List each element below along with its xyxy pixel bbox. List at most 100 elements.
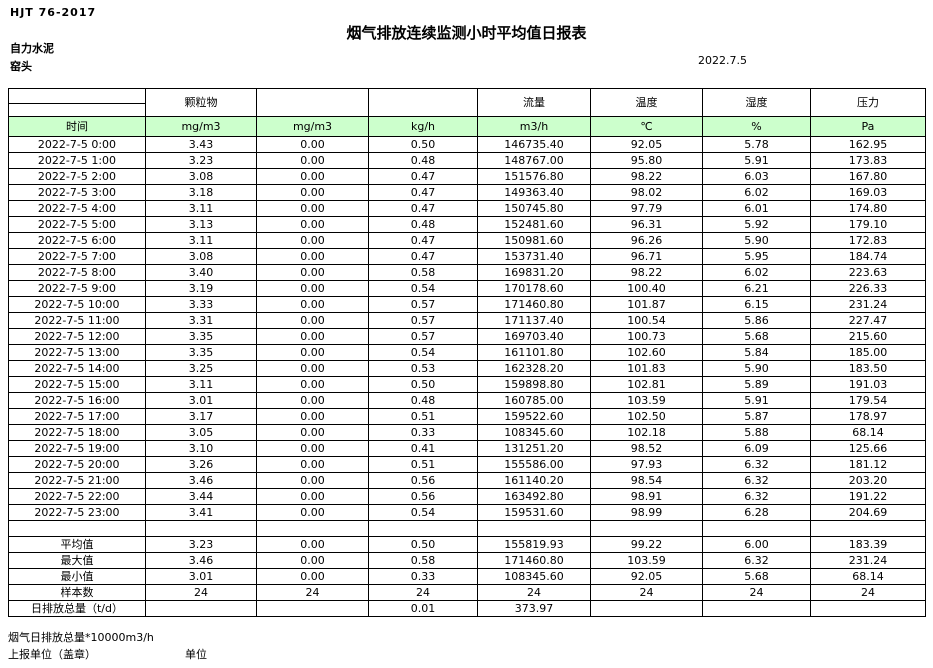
hourly-row-cell-pm: 3.25	[145, 360, 257, 377]
hourly-row-cell-time: 2022-7-5 9:00	[8, 280, 146, 297]
hourly-row-cell-kgh: 0.48	[368, 152, 478, 169]
hourly-row: 2022-7-5 6:00 3.11 0.00 0.47 150981.60 96.26 5…	[8, 232, 926, 249]
hourly-row: 2022-7-5 18:00 3.05 0.00 0.33 108345.60 102.1…	[8, 424, 926, 441]
footer-unit-label: 单位	[185, 648, 207, 661]
report-date: 2022.7.5	[698, 54, 747, 67]
summary-row-cell-pm2: 24	[256, 584, 369, 601]
summary-row-cell-time: 日排放总量（t/d）	[8, 600, 146, 617]
hourly-row-cell-flow: 171460.80	[477, 296, 591, 313]
spacer-cell	[256, 520, 369, 537]
hourly-row-cell-pm2: 0.00	[256, 344, 369, 361]
summary-row-cell-flow: 108345.60	[477, 568, 591, 585]
header-blank-col4	[368, 88, 478, 117]
summary-row-cell-temp: 99.22	[590, 536, 703, 553]
hourly-row-cell-pm: 3.08	[145, 248, 257, 265]
hourly-row-cell-temp: 92.05	[590, 136, 703, 153]
hourly-row: 2022-7-5 9:00 3.19 0.00 0.54 170178.60 100.40…	[8, 280, 926, 297]
hourly-row-cell-pm: 3.13	[145, 216, 257, 233]
hourly-row-cell-pm2: 0.00	[256, 216, 369, 233]
hourly-row-cell-pm2: 0.00	[256, 360, 369, 377]
summary-row-cell-flow: 171460.80	[477, 552, 591, 569]
summary-row-cell-humidity: 6.00	[702, 536, 811, 553]
hourly-row-cell-pm: 3.35	[145, 344, 257, 361]
summary-row-cell-kgh: 0.50	[368, 536, 478, 553]
hourly-row-cell-pm2: 0.00	[256, 472, 369, 489]
hourly-row-cell-time: 2022-7-5 10:00	[8, 296, 146, 313]
summary-row: 日排放总量（t/d） 0.01 373.97	[8, 600, 926, 617]
hourly-row-cell-temp: 98.54	[590, 472, 703, 489]
hourly-row-cell-pm: 3.23	[145, 152, 257, 169]
summary-row-cell-pressure: 68.14	[810, 568, 926, 585]
hourly-row-cell-humidity: 5.87	[702, 408, 811, 425]
spacer-cell	[702, 520, 811, 537]
hourly-row-cell-temp: 98.02	[590, 184, 703, 201]
hourly-row-cell-kgh: 0.48	[368, 216, 478, 233]
hourly-row-cell-flow: 171137.40	[477, 312, 591, 329]
hourly-row-cell-time: 2022-7-5 23:00	[8, 504, 146, 521]
hourly-row: 2022-7-5 17:00 3.17 0.00 0.51 159522.60 102.5…	[8, 408, 926, 425]
hourly-row-cell-time: 2022-7-5 3:00	[8, 184, 146, 201]
hourly-row-cell-temp: 102.81	[590, 376, 703, 393]
hourly-row-cell-kgh: 0.48	[368, 392, 478, 409]
summary-row-cell-kgh: 0.33	[368, 568, 478, 585]
hourly-row-cell-flow: 161101.80	[477, 344, 591, 361]
summary-row-cell-flow: 24	[477, 584, 591, 601]
summary-row-cell-pm2: 0.00	[256, 552, 369, 569]
hourly-row-cell-kgh: 0.50	[368, 136, 478, 153]
hourly-row-cell-pressure: 226.33	[810, 280, 926, 297]
hourly-row-cell-pm: 3.26	[145, 456, 257, 473]
spacer-cell	[8, 520, 146, 537]
hourly-row-cell-time: 2022-7-5 5:00	[8, 216, 146, 233]
hourly-row-cell-kgh: 0.47	[368, 200, 478, 217]
hourly-row-cell-flow: 160785.00	[477, 392, 591, 409]
hourly-row: 2022-7-5 10:00 3.33 0.00 0.57 171460.80 101.8…	[8, 296, 926, 313]
hourly-row-cell-pm2: 0.00	[256, 424, 369, 441]
hourly-row-cell-pressure: 172.83	[810, 232, 926, 249]
hourly-row-cell-pm2: 0.00	[256, 488, 369, 505]
hourly-row-cell-pm2: 0.00	[256, 408, 369, 425]
hourly-row-cell-pm2: 0.00	[256, 440, 369, 457]
station-name: 窑头	[10, 60, 32, 73]
hourly-row-cell-kgh: 0.47	[368, 184, 478, 201]
hourly-row-cell-kgh: 0.56	[368, 488, 478, 505]
hourly-row-cell-pm: 3.11	[145, 232, 257, 249]
report-table: 颗粒物 流量 温度 湿度 压力 时间 mg/m3 mg/m3 kg/h m3/h…	[8, 88, 926, 617]
hourly-row-cell-flow: 148767.00	[477, 152, 591, 169]
hourly-row-cell-pressure: 68.14	[810, 424, 926, 441]
hourly-row-cell-humidity: 6.32	[702, 456, 811, 473]
summary-row-cell-pressure: 183.39	[810, 536, 926, 553]
hourly-row-cell-time: 2022-7-5 17:00	[8, 408, 146, 425]
hourly-row-cell-pm: 3.17	[145, 408, 257, 425]
summary-row: 最小值 3.01 0.00 0.33 108345.60 92.05 5.68 68.14	[8, 568, 926, 585]
hourly-row-cell-humidity: 6.28	[702, 504, 811, 521]
hourly-row-cell-pm: 3.44	[145, 488, 257, 505]
hourly-row-cell-kgh: 0.54	[368, 504, 478, 521]
hourly-row-cell-time: 2022-7-5 6:00	[8, 232, 146, 249]
spacer-row	[8, 520, 926, 537]
summary-row-cell-pm: 3.23	[145, 536, 257, 553]
hourly-row: 2022-7-5 0:00 3.43 0.00 0.50 146735.40 92.05 5…	[8, 136, 926, 153]
hourly-row-cell-flow: 152481.60	[477, 216, 591, 233]
summary-row-cell-pm2: 0.00	[256, 568, 369, 585]
hourly-row-cell-pressure: 125.66	[810, 440, 926, 457]
hourly-row: 2022-7-5 11:00 3.31 0.00 0.57 171137.40 100.5…	[8, 312, 926, 329]
hourly-row-cell-kgh: 0.47	[368, 248, 478, 265]
hourly-row-cell-humidity: 5.88	[702, 424, 811, 441]
hourly-row-cell-pm: 3.40	[145, 264, 257, 281]
hourly-row-cell-pm2: 0.00	[256, 200, 369, 217]
unit-pm: mg/m3	[145, 116, 257, 137]
header-temperature: 温度	[590, 88, 703, 117]
header-particulate: 颗粒物	[145, 88, 257, 117]
summary-row-cell-pm2	[256, 600, 369, 617]
hourly-row-cell-pm: 3.18	[145, 184, 257, 201]
hourly-row: 2022-7-5 19:00 3.10 0.00 0.41 131251.20 98.52…	[8, 440, 926, 457]
hourly-row-cell-time: 2022-7-5 21:00	[8, 472, 146, 489]
hourly-row: 2022-7-5 12:00 3.35 0.00 0.57 169703.40 100.7…	[8, 328, 926, 345]
hourly-row-cell-pressure: 178.97	[810, 408, 926, 425]
hourly-row-cell-temp: 98.99	[590, 504, 703, 521]
hourly-row-cell-pressure: 184.74	[810, 248, 926, 265]
hourly-row-cell-pressure: 181.12	[810, 456, 926, 473]
summary-row-cell-pm	[145, 600, 257, 617]
unit-temp: ℃	[590, 116, 703, 137]
